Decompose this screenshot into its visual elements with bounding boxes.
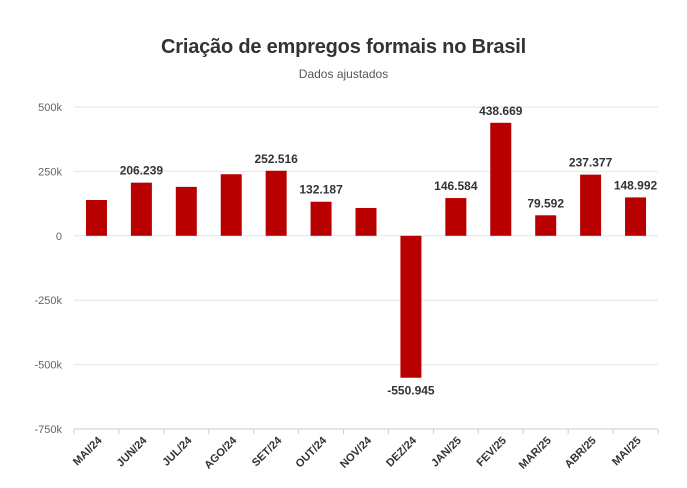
bar (535, 215, 557, 236)
y-tick-label: -250k (34, 295, 62, 307)
x-axis: MAI/24 JUN/24 JUL/24 AGO/24 SET/24 OUT/24 NOV/… (71, 428, 659, 472)
bar (400, 235, 422, 378)
x-tick-label: JUN/24 (115, 434, 150, 469)
data-label: 132.187 (299, 183, 343, 197)
x-tick-label: MAI/25 (610, 435, 644, 469)
data-label: 237.377 (569, 156, 613, 170)
data-labels: 206.239 252.516 132.187 -550.945 146.584 438.… (120, 104, 658, 398)
y-tick-label: 250k (38, 166, 62, 178)
x-tick-label: JUL/24 (160, 434, 195, 469)
data-label: 252.516 (254, 152, 298, 166)
x-tick-label: FEV/25 (474, 435, 508, 469)
data-label: 146.584 (434, 179, 478, 193)
y-tick-label: -750k (34, 424, 62, 436)
x-tick-label: SET/24 (250, 434, 285, 469)
chart-title: Criação de empregos formais no Brasil (161, 36, 526, 58)
data-label: -550.945 (387, 384, 435, 398)
y-tick-label: 0 (56, 231, 62, 243)
bar (490, 122, 512, 236)
bar (130, 182, 152, 236)
bars (85, 122, 647, 378)
bar (310, 201, 332, 236)
bar (220, 174, 242, 236)
chart-subtitle: Dados ajustados (298, 67, 389, 81)
x-tick-label: NOV/24 (338, 434, 375, 471)
y-tick-label: -500k (34, 360, 62, 372)
x-tick-label: JAN/25 (429, 435, 464, 470)
bar (355, 207, 377, 236)
bar (265, 170, 287, 236)
bar (625, 197, 647, 236)
data-label: 148.992 (614, 178, 658, 192)
x-tick-label: MAR/25 (517, 435, 554, 472)
x-tick-label: AGO/24 (202, 434, 240, 472)
bar (85, 199, 107, 236)
data-label: 79.592 (527, 196, 564, 210)
y-tick-label: 500k (38, 102, 62, 114)
x-tick-label: OUT/24 (293, 434, 329, 470)
x-tick-label: DEZ/24 (384, 434, 419, 469)
bar (580, 174, 602, 236)
x-tick-label: MAI/24 (71, 434, 105, 468)
data-label: 438.669 (479, 104, 523, 118)
x-tick-label: ABR/25 (563, 435, 599, 471)
y-axis-tick-labels: 500k 250k 0 -250k -500k -750k (34, 102, 62, 436)
bar (445, 198, 467, 236)
data-label: 206.239 (120, 164, 164, 178)
bar (175, 186, 197, 236)
